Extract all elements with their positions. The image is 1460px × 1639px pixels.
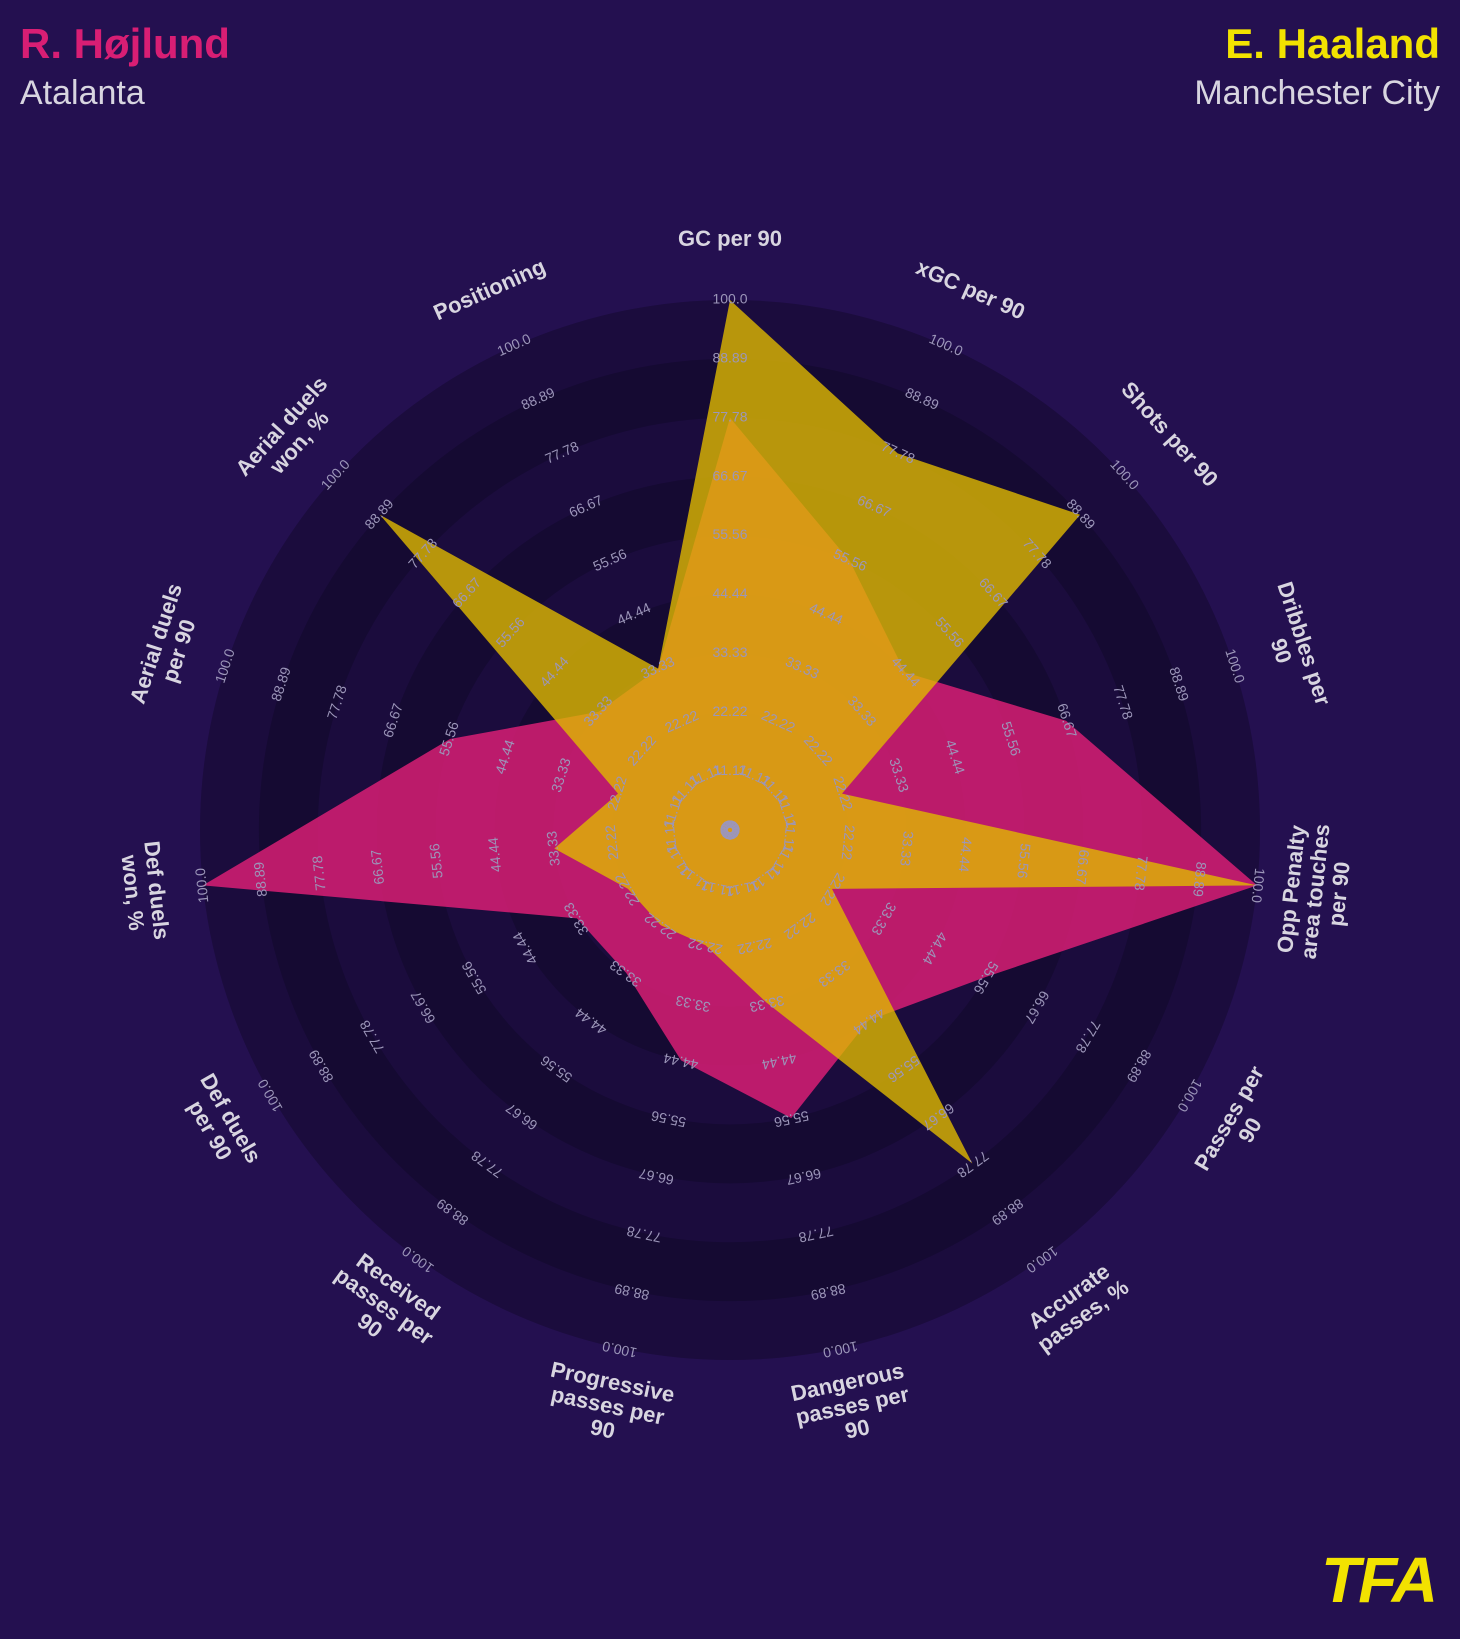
player2-block: E. Haaland Manchester City — [1194, 20, 1440, 113]
axis-label-group: Def duelsper 90 — [175, 1069, 267, 1179]
axis-label-group: Def duelswon, % — [115, 840, 174, 944]
axis-label-group: Passes per90 — [1189, 1061, 1290, 1187]
radar-chart: 0.011.1122.2233.3344.4455.5666.6777.7888… — [0, 0, 1460, 1639]
chart-frame: R. Højlund Atalanta E. Haaland Mancheste… — [0, 0, 1460, 1639]
axis-label: Positioning — [430, 254, 550, 326]
axis-label: GC per 90 — [678, 226, 782, 251]
axis-label-group: Aerial duelsper 90 — [125, 580, 210, 714]
axis-label-group: GC per 90 — [678, 226, 782, 251]
player2-name: E. Haaland — [1194, 20, 1440, 68]
tick-label: 33.33 — [712, 644, 747, 660]
tick-label: 100.0 — [712, 291, 747, 307]
tick-label: 44.44 — [712, 585, 747, 601]
player1-block: R. Højlund Atalanta — [20, 20, 230, 113]
axis-label: 90 — [843, 1414, 872, 1444]
tick-label: 22.22 — [712, 703, 747, 719]
player1-team: Atalanta — [20, 74, 230, 113]
tick-label: 66.67 — [712, 467, 747, 483]
axis-label-group: Progressivepasses per90 — [538, 1357, 676, 1455]
axis-label: 90 — [588, 1414, 617, 1444]
tick-label: 88.89 — [712, 350, 747, 366]
axis-label-group: Dangerouspasses per90 — [789, 1358, 917, 1453]
tick-label: 55.56 — [712, 526, 747, 542]
tick-label: 77.78 — [712, 408, 747, 424]
axis-label: xGC per 90 — [913, 254, 1029, 324]
tfa-logo: TFA — [1321, 1543, 1436, 1617]
axis-label: Passes per — [1189, 1061, 1269, 1175]
axis-label: per 90 — [1323, 860, 1355, 927]
player2-team: Manchester City — [1194, 74, 1440, 113]
axis-label-group: xGC per 90 — [913, 254, 1029, 324]
axis-label-group: Positioning — [430, 254, 550, 326]
axis-label-group: Opp Penaltyarea touchesper 90 — [1272, 820, 1359, 963]
player1-name: R. Højlund — [20, 20, 230, 68]
axis-label-group: Dribbles per90 — [1250, 579, 1336, 717]
